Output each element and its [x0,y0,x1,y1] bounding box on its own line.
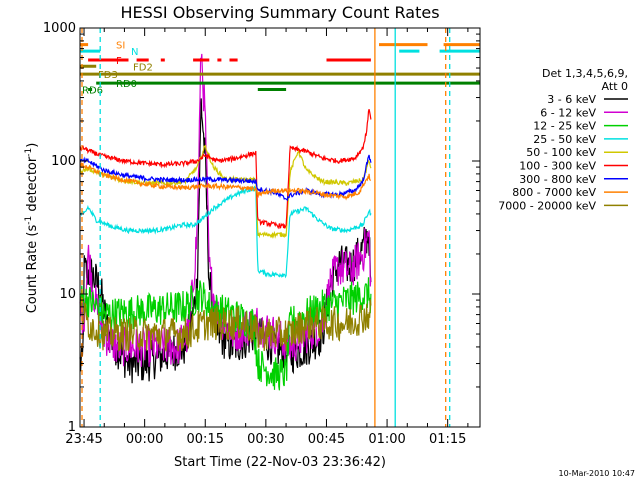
legend-label-6-12-kev: 6 - 12 keV [540,106,596,119]
flag-label-f: F [116,56,122,67]
plot-lines [79,53,372,391]
flag-label-rd6: RD6 [82,86,103,97]
series-line-800-7000-kev [79,161,371,201]
x-tick-label: 00:45 [308,432,345,447]
plot-frame [79,27,481,428]
x-tick-label: 01:15 [429,432,466,447]
x-tick-label: 01:00 [368,432,405,447]
x-tick-label: 00:15 [187,432,224,447]
legend-header-attenuator: Att 0 [602,80,628,93]
flag-label-fd3: FD3 [98,70,118,81]
axes: 1 10 100 1000 23:45 00:00 00:15 00:30 00:45 01:00… [43,21,480,447]
legend-label-100-300-kev: 100 - 300 keV [519,160,596,173]
chart-title: HESSI Observing Summary Count Rates [120,3,439,22]
flag-label-rd0: RD0 [116,79,137,90]
y-axis-label: Count Rate (s-1 detector-1) [24,143,40,314]
generation-timestamp: 10-Mar-2010 10:47 [559,469,636,478]
x-tick-label: 00:00 [126,432,163,447]
series-line-100-300-kev [79,109,372,230]
y-tick-label: 100 [51,154,76,169]
y-tick-label: 1 [68,420,76,435]
x-tick-label: 00:30 [247,432,284,447]
legend-label-800-7000-kev: 800 - 7000 keV [512,186,596,199]
legend-header-detectors: Det 1,3,4,5,6,9, [542,67,628,80]
legend-label-25-50-kev: 25 - 50 keV [533,133,596,146]
flag-label-n: N [131,47,138,58]
series-line-25-50-kev [79,185,372,279]
legend-label-3-6-kev: 3 - 6 keV [547,93,596,106]
series-line-12-25-kev [79,277,372,391]
legend-label-7000-20000-kev: 7000 - 20000 keV [498,199,596,212]
flag-label-si: SI [116,41,125,52]
x-tick-label: 23:45 [65,432,102,447]
attenuator-lines [81,28,451,427]
series-line-7000-20000-kev [79,296,372,352]
legend-label-300-800-kev: 300 - 800 keV [519,173,596,186]
legend-label-50-100-kev: 50 - 100 keV [526,146,596,159]
legend-label-12-25-kev: 12 - 25 keV [533,120,596,133]
x-axis-label: Start Time (22-Nov-03 23:36:42) [174,455,386,470]
y-tick-label: 10 [59,287,76,302]
flag-label-fd2: FD2 [133,62,153,73]
y-tick-label: 1000 [43,21,76,36]
